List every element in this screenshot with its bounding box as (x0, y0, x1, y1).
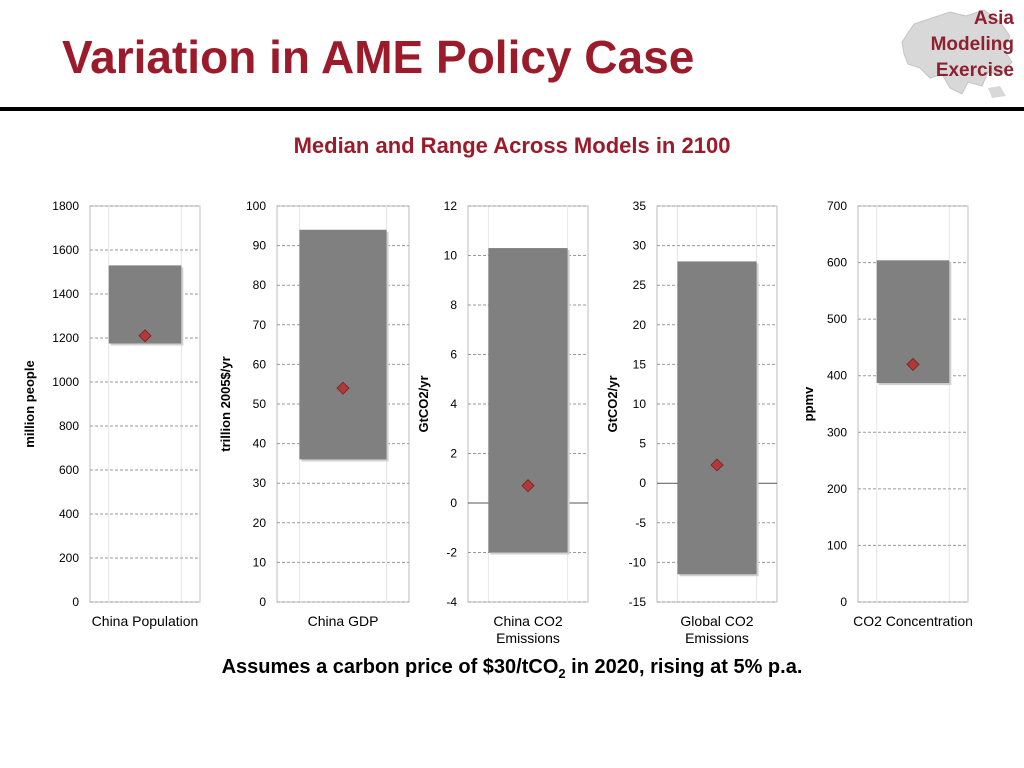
y-tick-label: 15 (633, 357, 647, 371)
y-tick-label: 8 (450, 298, 457, 312)
y-tick-label: -4 (446, 595, 457, 609)
range-bar (299, 229, 387, 460)
y-tick-label: 0 (450, 496, 457, 510)
footnote-subscript: 2 (558, 666, 566, 681)
y-tick-label: 800 (59, 419, 79, 433)
range-bar (677, 261, 757, 575)
y-tick-label: 600 (827, 256, 847, 270)
y-tick-label: 200 (59, 551, 79, 565)
y-tick-label: 20 (633, 318, 647, 332)
y-tick-label: 1600 (52, 243, 79, 257)
y-tick-label: 30 (633, 239, 647, 253)
category-label: China Population (92, 613, 199, 629)
y-tick-label: -10 (629, 555, 647, 569)
footnote-text: Assumes a carbon price of $30/tCO (221, 656, 559, 678)
charts-panel: 0 200 400 600 800 1000 1200 1400 1600 1800 China P… (0, 190, 1024, 660)
median-marker (521, 479, 535, 493)
y-axis-label: million people (22, 360, 37, 447)
category-label: CO2 Concentration (853, 613, 973, 629)
y-tick-label: 60 (253, 357, 267, 371)
logo-line-2: Modeling (930, 34, 1014, 55)
footnote: Assumes a carbon price of $30/tCO2 in 20… (0, 656, 1024, 681)
y-tick-label: 10 (444, 249, 458, 263)
y-tick-label: 12 (444, 199, 458, 213)
asia-map-icon (901, 9, 1013, 98)
y-axis-label: ppmv (801, 386, 816, 421)
y-tick-label: -5 (635, 516, 646, 530)
y-tick-label: 300 (827, 425, 847, 439)
y-tick-label: 4 (450, 397, 457, 411)
category-label: Emissions (685, 630, 749, 646)
median-marker (710, 458, 724, 472)
y-tick-label: 100 (246, 199, 266, 213)
y-tick-label: 70 (253, 318, 267, 332)
range-bar (488, 248, 568, 553)
y-tick-label: 1000 (52, 375, 79, 389)
y-tick-label: 40 (253, 437, 267, 451)
y-tick-label: 100 (827, 538, 847, 552)
y-tick-label: 10 (253, 555, 267, 569)
slide-title: Variation in AME Policy Case (62, 31, 695, 83)
category-label: Emissions (496, 630, 560, 646)
y-tick-label: 0 (72, 595, 79, 609)
y-tick-label: 50 (253, 397, 267, 411)
y-tick-label: 600 (59, 463, 79, 477)
y-tick-label: 700 (827, 199, 847, 213)
y-tick-label: 6 (450, 348, 457, 362)
y-tick-label: 30 (253, 476, 267, 490)
y-tick-label: 400 (59, 507, 79, 521)
y-tick-label: 10 (633, 397, 647, 411)
y-tick-label: 1200 (52, 331, 79, 345)
y-axis-label: GtCO2/yr (416, 375, 431, 432)
y-tick-label: 5 (639, 437, 646, 451)
y-tick-label: 500 (827, 312, 847, 326)
median-marker (906, 357, 920, 371)
median-marker (336, 381, 350, 395)
y-tick-label: 400 (827, 369, 847, 383)
title-divider (0, 107, 1024, 111)
category-label: China GDP (308, 613, 379, 629)
y-tick-label: 0 (259, 595, 266, 609)
y-tick-label: 1400 (52, 287, 79, 301)
y-tick-label: 200 (827, 482, 847, 496)
category-label: China CO2 (493, 613, 562, 629)
y-tick-label: 35 (633, 199, 647, 213)
logo: Asia Modeling Exercise (892, 2, 1018, 102)
logo-line-1: Asia (973, 8, 1014, 29)
y-tick-label: 20 (253, 516, 267, 530)
y-tick-label: 90 (253, 239, 267, 253)
y-tick-label: 2 (450, 447, 457, 461)
y-axis-label: trillion 2005$/yr (218, 356, 233, 451)
y-tick-label: 1800 (52, 199, 79, 213)
y-tick-label: 25 (633, 278, 647, 292)
y-axis-label: GtCO2/yr (605, 375, 620, 432)
y-tick-label: 80 (253, 278, 267, 292)
y-tick-label: -2 (446, 546, 457, 560)
category-label: Global CO2 (680, 613, 753, 629)
plot-area (89, 205, 201, 603)
y-tick-label: 0 (639, 476, 646, 490)
logo-line-3: Exercise (935, 60, 1014, 81)
median-marker (138, 329, 152, 343)
chart-subtitle: Median and Range Across Models in 2100 (293, 133, 731, 158)
y-tick-label: -15 (629, 595, 647, 609)
y-tick-label: 0 (840, 595, 847, 609)
footnote-text-end: in 2020, rising at 5% p.a. (565, 656, 803, 678)
